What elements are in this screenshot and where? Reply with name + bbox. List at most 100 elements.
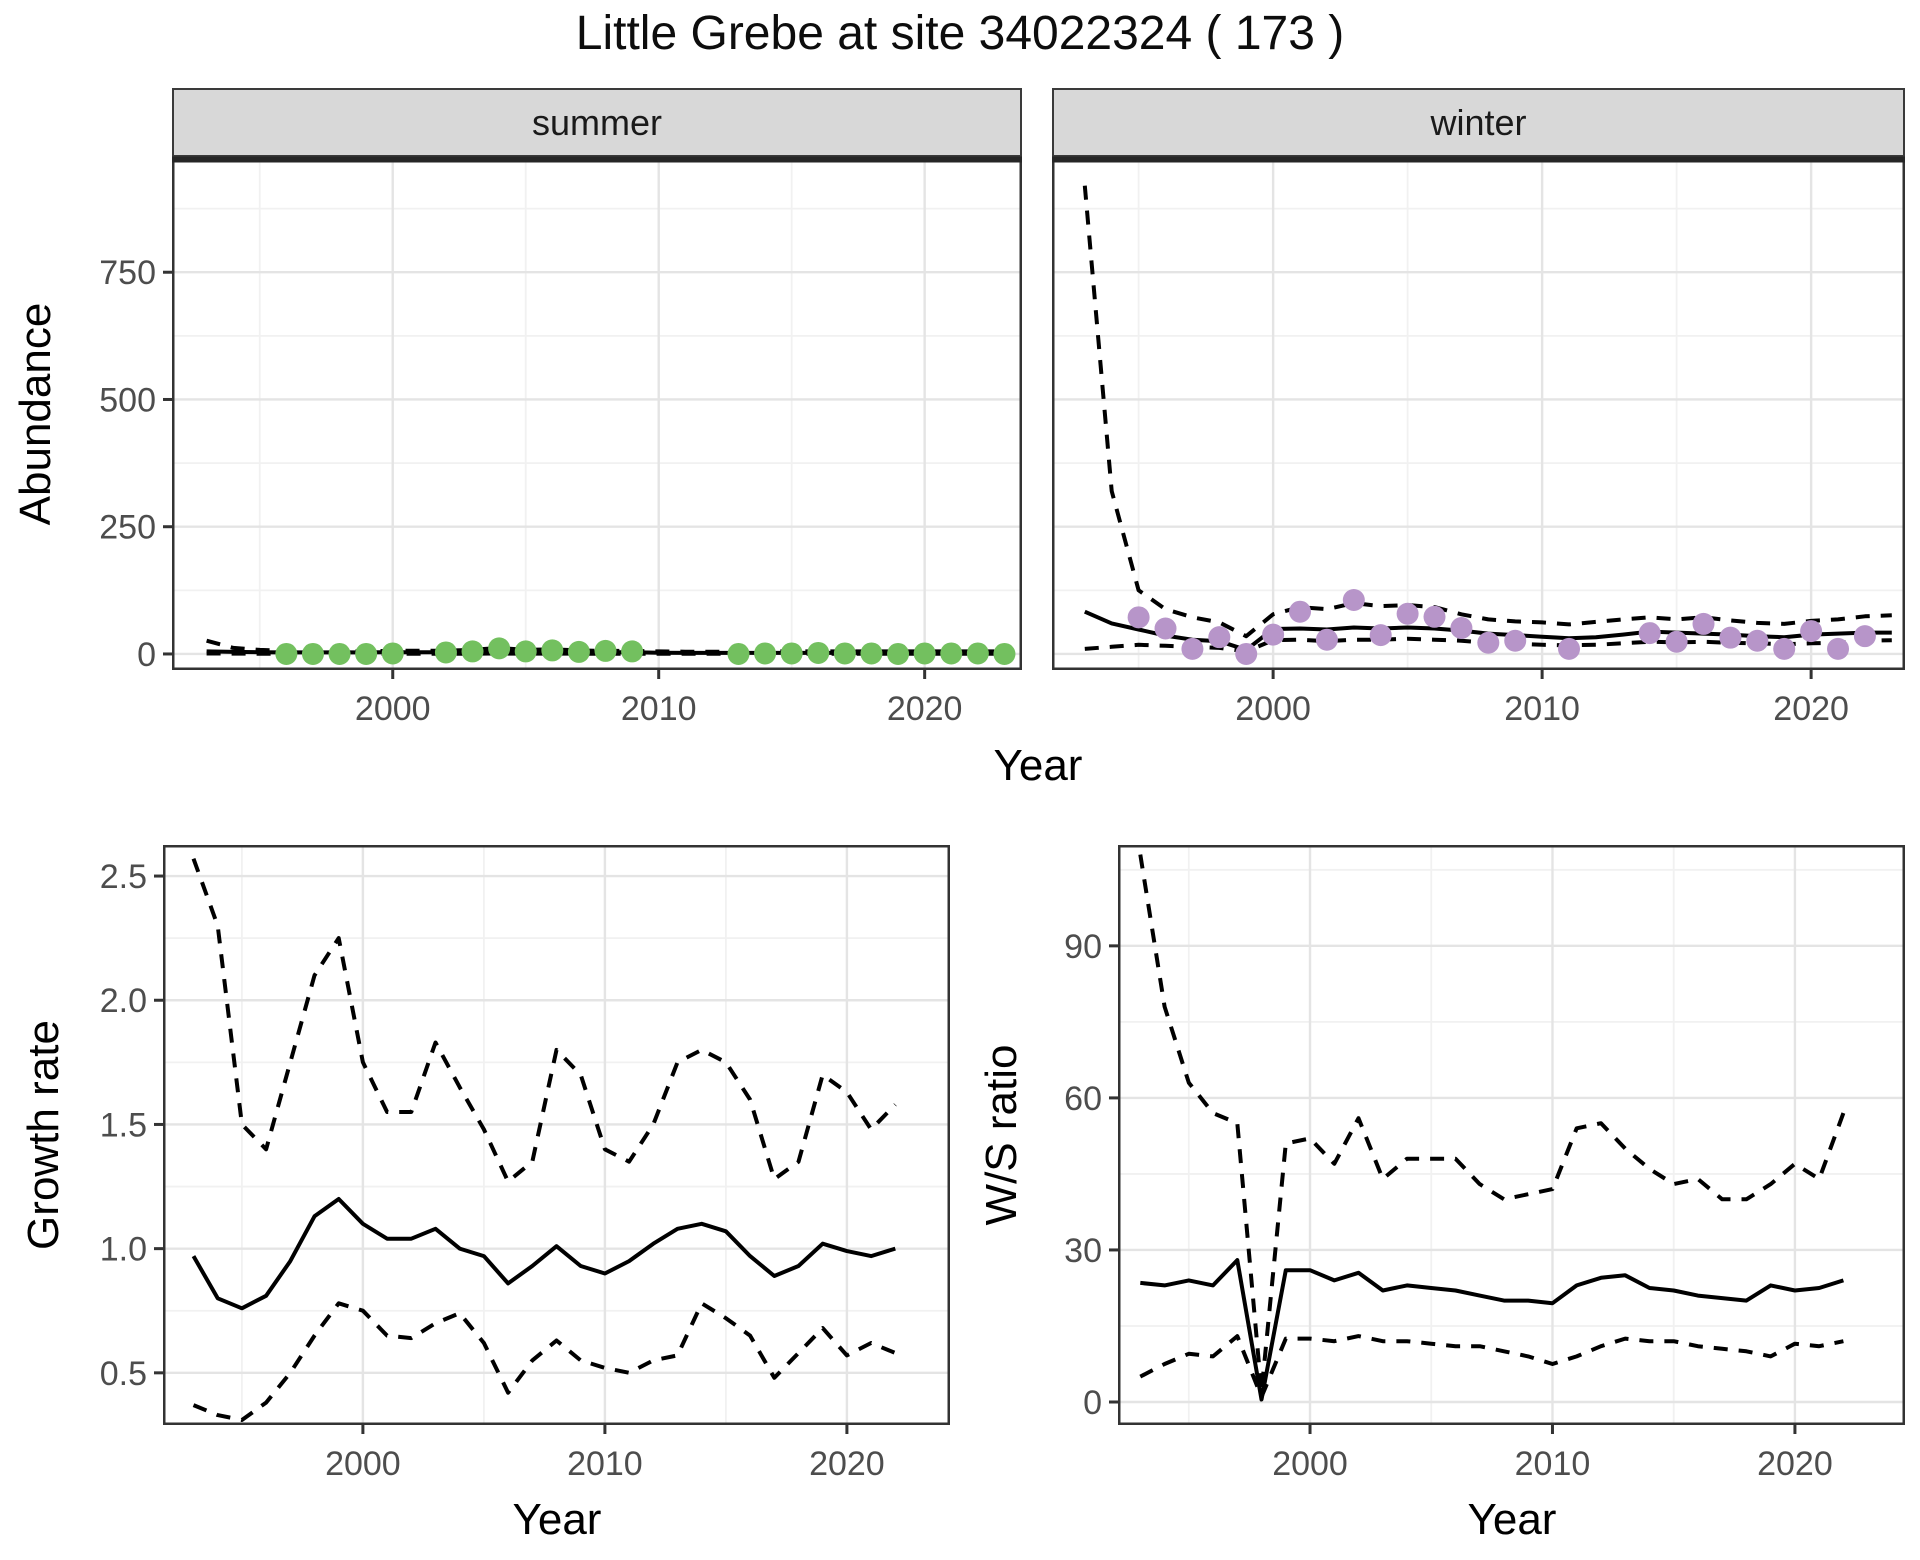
data-point-observations <box>1853 625 1876 648</box>
data-point-observations <box>355 642 378 665</box>
data-point-observations <box>541 639 564 662</box>
y-tick-label: 60 <box>1064 1080 1102 1118</box>
data-point-observations <box>1746 629 1769 652</box>
x-tick-label: 2010 <box>1504 690 1580 728</box>
data-point-observations <box>1477 631 1500 654</box>
gridlines <box>172 157 1022 670</box>
y-tick-label: 500 <box>99 381 156 419</box>
data-point-observations <box>860 642 883 665</box>
data-point-observations <box>1181 637 1204 660</box>
panel-border <box>1052 157 1905 670</box>
line-lower_ci <box>1139 1334 1844 1399</box>
x-tick-label: 2000 <box>355 690 431 728</box>
data-point-observations <box>1235 642 1258 665</box>
data-point-observations <box>887 642 910 665</box>
data-point-observations <box>275 642 298 665</box>
y-tick-label: 1.5 <box>100 1106 147 1144</box>
x-tick-label: 2020 <box>887 690 963 728</box>
axis-ticks-and-labels: 2000 2010 2020 0 30 60 90 <box>1064 928 1833 1483</box>
gridlines <box>163 845 950 1425</box>
x-tick-label: 2010 <box>567 1445 643 1483</box>
data-point-observations <box>1827 637 1850 660</box>
data-point-observations <box>807 641 830 664</box>
y-tick-label: 2.0 <box>100 982 147 1020</box>
line-lower_ci <box>192 1301 897 1422</box>
x-tick-label: 2010 <box>1515 1445 1591 1483</box>
gridlines <box>1118 845 1905 1425</box>
series-layer <box>1138 854 1846 1402</box>
y-axis-title-ws-ratio: W/S ratio <box>977 1044 1026 1226</box>
facet-strip-summer: summer <box>172 88 1022 157</box>
series-layer <box>1082 185 1892 665</box>
y-tick-label: 90 <box>1064 928 1102 966</box>
y-tick-label: 30 <box>1064 1232 1102 1270</box>
data-point-observations <box>966 642 989 665</box>
x-tick-label: 2020 <box>809 1445 885 1483</box>
data-point-observations <box>1558 637 1581 660</box>
x-axis-title-bottom-left: Year <box>512 1495 602 1544</box>
data-point-observations <box>727 642 750 665</box>
panel-abundance-winter: 2000 2010 2020 <box>1052 156 1905 728</box>
data-point-observations <box>434 641 457 664</box>
axis-ticks-and-labels: 2000 2010 2020 0 250 500 750 <box>99 254 962 728</box>
data-point-observations <box>754 642 777 665</box>
y-tick-label: 0 <box>1083 1384 1102 1422</box>
axis-ticks-and-labels: 2000 2010 2020 0.5 1.0 1.5 2.0 2.5 <box>100 858 885 1483</box>
figure-title: Little Grebe at site 34022324 ( 173 ) <box>575 7 1345 60</box>
data-point-observations <box>1342 589 1365 612</box>
data-point-observations <box>1154 617 1177 640</box>
data-point-observations <box>567 640 590 663</box>
line-upper_ci <box>1138 854 1846 1394</box>
x-tick-label: 2020 <box>1773 690 1849 728</box>
data-point-observations <box>1289 600 1312 623</box>
facet-strip-winter: winter <box>1052 88 1905 157</box>
y-tick-label: 1.0 <box>100 1231 147 1269</box>
x-axis-title-bottom-right: Year <box>1467 1495 1557 1544</box>
data-point-observations <box>381 642 404 665</box>
data-point-observations <box>301 642 324 665</box>
panel-abundance-summer: 2000 2010 2020 0 250 500 750 <box>99 156 1022 728</box>
panel-border <box>163 845 950 1425</box>
y-axis-title-growth-rate: Growth rate <box>19 1020 68 1250</box>
data-point-observations <box>461 640 484 663</box>
y-tick-label: 0 <box>137 636 156 674</box>
data-point-observations <box>913 642 936 665</box>
data-point-observations <box>1665 630 1688 653</box>
x-tick-label: 2010 <box>621 690 697 728</box>
series-layer <box>191 858 897 1422</box>
data-point-observations <box>1262 623 1285 646</box>
line-median <box>1140 1258 1844 1402</box>
data-point-observations <box>1800 620 1823 643</box>
facet-strip-summer-label: summer <box>531 101 662 143</box>
line-upper_ci <box>1082 185 1892 639</box>
data-point-observations <box>488 637 511 660</box>
panel-border <box>1118 845 1905 1425</box>
data-point-observations <box>1127 606 1150 629</box>
axis-ticks-and-labels: 2000 2010 2020 <box>1235 670 1849 728</box>
data-point-observations <box>1504 629 1527 652</box>
facet-strip-winter-label: winter <box>1430 101 1527 143</box>
panel-border <box>172 157 1022 670</box>
y-tick-label: 2.5 <box>100 858 147 896</box>
data-point-observations <box>1719 626 1742 649</box>
data-point-observations <box>1423 605 1446 628</box>
gridlines <box>1052 157 1905 670</box>
data-point-observations <box>1369 624 1392 647</box>
y-tick-label: 250 <box>99 509 156 547</box>
data-point-observations <box>1396 602 1419 625</box>
panel-ws-ratio: 2000 2010 2020 0 30 60 90 <box>1064 845 1905 1483</box>
data-point-observations <box>993 642 1016 665</box>
data-point-observations <box>594 639 617 662</box>
data-point-observations <box>621 640 644 663</box>
data-point-observations <box>514 640 537 663</box>
x-tick-label: 2020 <box>1757 1445 1833 1483</box>
data-point-observations <box>1638 622 1661 645</box>
data-point-observations <box>1773 637 1796 660</box>
line-upper_ci <box>191 858 897 1184</box>
data-point-observations <box>1450 617 1473 640</box>
data-point-observations <box>328 642 351 665</box>
data-point-observations <box>780 642 803 665</box>
x-tick-label: 2000 <box>1235 690 1311 728</box>
data-point-observations <box>1692 612 1715 635</box>
